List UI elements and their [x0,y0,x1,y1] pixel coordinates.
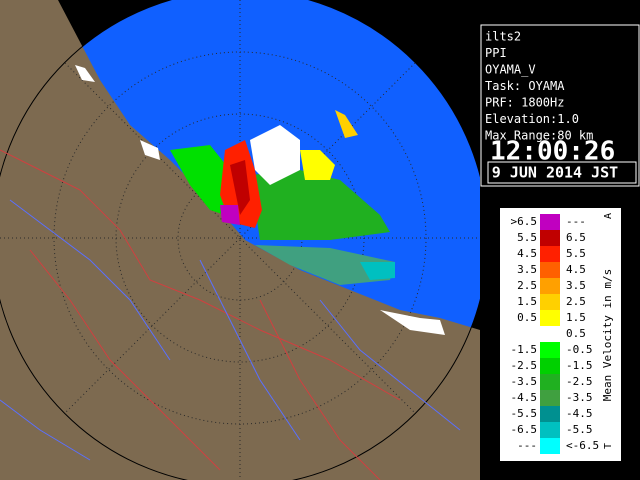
legend-high: 4.5 [566,263,586,276]
info-line: PPI [485,46,507,60]
legend-low: 2.5 [517,279,537,292]
legend-high: -1.5 [566,359,593,372]
legend-high: 5.5 [566,247,586,260]
legend-swatch [540,342,560,358]
legend-bottom-mark: T [603,443,614,449]
legend-high: -4.5 [566,407,593,420]
radar-map [0,0,480,480]
legend-high: 3.5 [566,279,586,292]
legend-low: 5.5 [517,231,537,244]
legend-high: -0.5 [566,343,593,356]
legend-low: 0.5 [517,311,537,324]
legend-swatch [540,406,560,422]
legend-swatch [540,326,560,342]
legend-low: -6.5 [511,423,538,436]
legend-low: 1.5 [517,295,537,308]
legend-swatch [540,246,560,262]
legend-swatch [540,374,560,390]
date: 9 JUN 2014 JST [492,164,618,182]
time: 12:00:26 [490,137,615,167]
info-line: Elevation:1.0 [485,112,579,126]
legend-swatch [540,294,560,310]
info-line: OYAMA_V [485,63,536,77]
legend-low: -2.5 [511,359,538,372]
legend-high: 1.5 [566,311,586,324]
info-line: ilts2 [485,30,521,44]
echoes [75,65,445,335]
legend-low: -1.5 [511,343,538,356]
legend-top-mark: A [603,213,614,219]
legend-high: <-6.5 [566,439,599,452]
legend-low: --- [517,439,537,452]
legend-swatch [540,438,560,454]
legend-swatch [540,422,560,438]
legend-high: 6.5 [566,231,586,244]
legend-high: -2.5 [566,375,593,388]
legend-swatch [540,230,560,246]
info-line: PRF: 1800Hz [485,96,564,110]
legend-swatch [540,390,560,406]
legend-swatch [540,310,560,326]
rivers [0,199,461,461]
legend-low: >6.5 [511,215,538,228]
info-panel [480,24,640,187]
legend-swatch [540,262,560,278]
legend-high: 0.5 [566,327,586,340]
legend-high: --- [566,215,586,228]
boundaries [0,149,401,480]
legend-low: 4.5 [517,247,537,260]
legend-low: -4.5 [511,391,538,404]
date-box [487,161,637,184]
legend-high: -3.5 [566,391,593,404]
legend-low: 3.5 [517,263,537,276]
legend-swatch [540,278,560,294]
info-line: Max Range:80 km [485,129,593,143]
legend-high: 2.5 [566,295,586,308]
info-line: Task: OYAMA [485,79,565,93]
legend-low: -3.5 [511,375,538,388]
legend-low: -5.5 [511,407,538,420]
legend-swatch [540,214,560,230]
legend-title: Mean Velocity in m/s [601,269,614,401]
legend-high: -5.5 [566,423,593,436]
legend-panel [500,208,621,461]
legend-swatch [540,358,560,374]
